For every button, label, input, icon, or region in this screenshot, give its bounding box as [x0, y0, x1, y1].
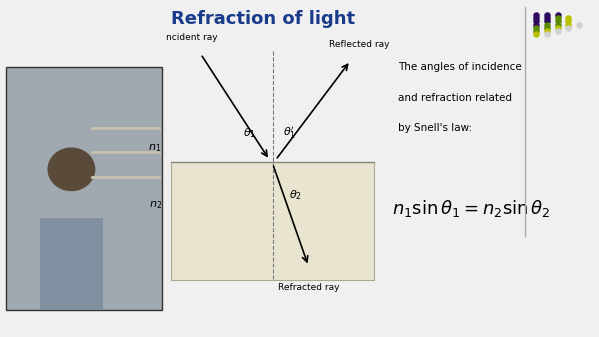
Text: $\theta_2$: $\theta_2$ [289, 189, 302, 202]
Point [542, 19, 552, 24]
Point [531, 25, 541, 30]
Point [564, 25, 573, 30]
Point [553, 25, 562, 30]
Point [531, 19, 541, 24]
Ellipse shape [47, 147, 95, 191]
Point [542, 31, 552, 37]
Bar [6, 67, 162, 310]
Text: $n_1 \sin\theta_1 = n_2 \sin\theta_2$: $n_1 \sin\theta_1 = n_2 \sin\theta_2$ [392, 198, 551, 219]
Text: Refracted ray: Refracted ray [278, 283, 339, 292]
Point [553, 22, 562, 27]
Polygon shape [40, 218, 102, 310]
Point [542, 28, 552, 33]
Point [542, 16, 552, 21]
Point [542, 25, 552, 30]
Point [531, 31, 541, 37]
Text: The angles of incidence: The angles of incidence [398, 62, 522, 72]
Point [531, 22, 541, 27]
Text: ncident ray: ncident ray [166, 33, 217, 42]
Point [564, 22, 573, 27]
Point [553, 16, 562, 21]
Point [531, 16, 541, 21]
Text: by Snell's law:: by Snell's law: [398, 123, 473, 133]
Bar [171, 162, 374, 280]
Text: and refraction related: and refraction related [398, 93, 512, 103]
Point [564, 19, 573, 24]
Text: $n_1$: $n_1$ [149, 142, 162, 154]
Point [553, 12, 562, 18]
Text: $\theta_1'$: $\theta_1'$ [283, 125, 296, 141]
Point [574, 22, 584, 27]
Text: Refraction of light: Refraction of light [171, 10, 356, 28]
Point [531, 12, 541, 18]
Point [564, 16, 573, 21]
Text: Reflected ray: Reflected ray [329, 40, 390, 49]
Text: $n_2$: $n_2$ [149, 200, 162, 212]
Point [531, 28, 541, 33]
Point [542, 22, 552, 27]
Point [553, 28, 562, 33]
Point [553, 19, 562, 24]
Point [542, 12, 552, 18]
Text: $\theta_1$: $\theta_1$ [243, 126, 256, 140]
